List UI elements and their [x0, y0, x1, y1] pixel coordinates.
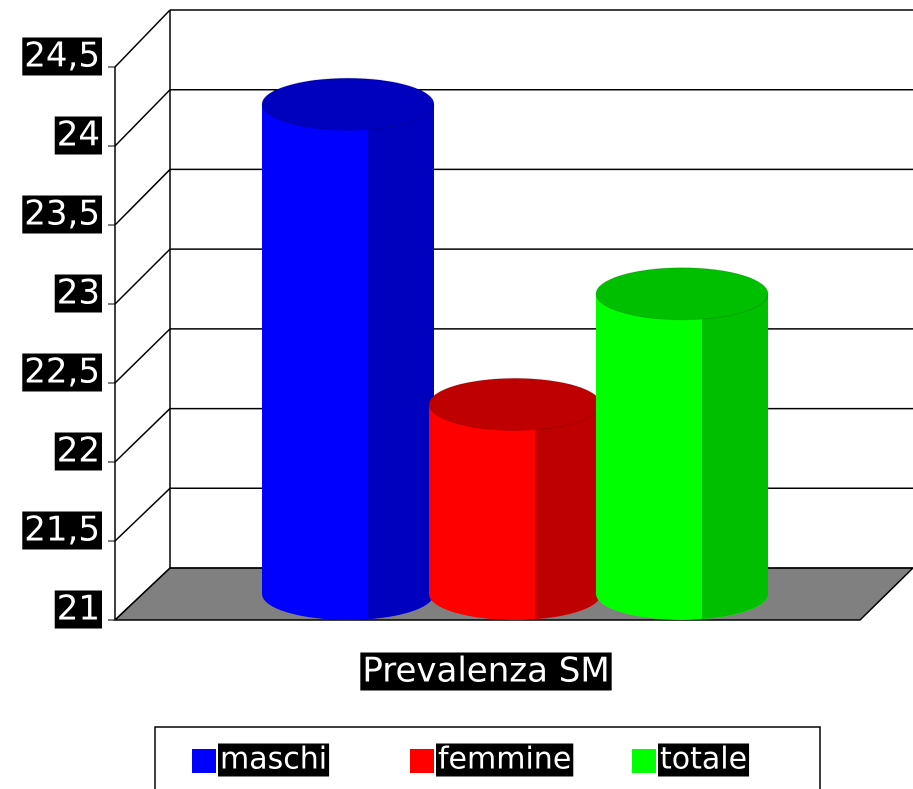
y-tick-label: 22,5	[24, 352, 100, 392]
bar	[429, 404, 601, 620]
y-tick-label: 24	[57, 115, 100, 155]
y-tick-label: 23	[57, 273, 100, 313]
bar-top-shade	[262, 78, 434, 131]
legend-swatch	[410, 749, 434, 773]
legend-label: totale	[660, 742, 747, 777]
grid-line	[114, 567, 171, 621]
grid-line	[114, 328, 171, 384]
grid-line	[114, 408, 171, 463]
grid-line	[114, 487, 171, 542]
legend-label: femmine	[438, 742, 571, 777]
bar-top-shade	[596, 267, 768, 320]
bar-top	[261, 77, 435, 131]
grid-line	[114, 248, 171, 305]
bar	[596, 293, 768, 620]
y-tick-label: 22	[57, 431, 100, 471]
bar-shade	[702, 293, 768, 619]
legend-swatch	[192, 749, 216, 773]
legend-label: maschi	[220, 742, 327, 777]
x-tick-label: Prevalenza SM	[362, 651, 609, 691]
bar-top	[595, 267, 769, 321]
y-tick-label: 21	[57, 589, 100, 629]
bar-shade	[368, 104, 434, 619]
grid-line	[114, 168, 171, 226]
y-tick-label: 24,5	[24, 36, 100, 76]
bar-top-shade	[429, 378, 601, 431]
bar	[262, 104, 434, 620]
grid-line	[114, 89, 171, 147]
y-tick-label: 23,5	[24, 194, 100, 234]
bar-shade	[535, 404, 601, 619]
grid-line	[114, 9, 171, 68]
y-tick-label: 21,5	[24, 510, 100, 550]
legend-swatch	[632, 749, 656, 773]
